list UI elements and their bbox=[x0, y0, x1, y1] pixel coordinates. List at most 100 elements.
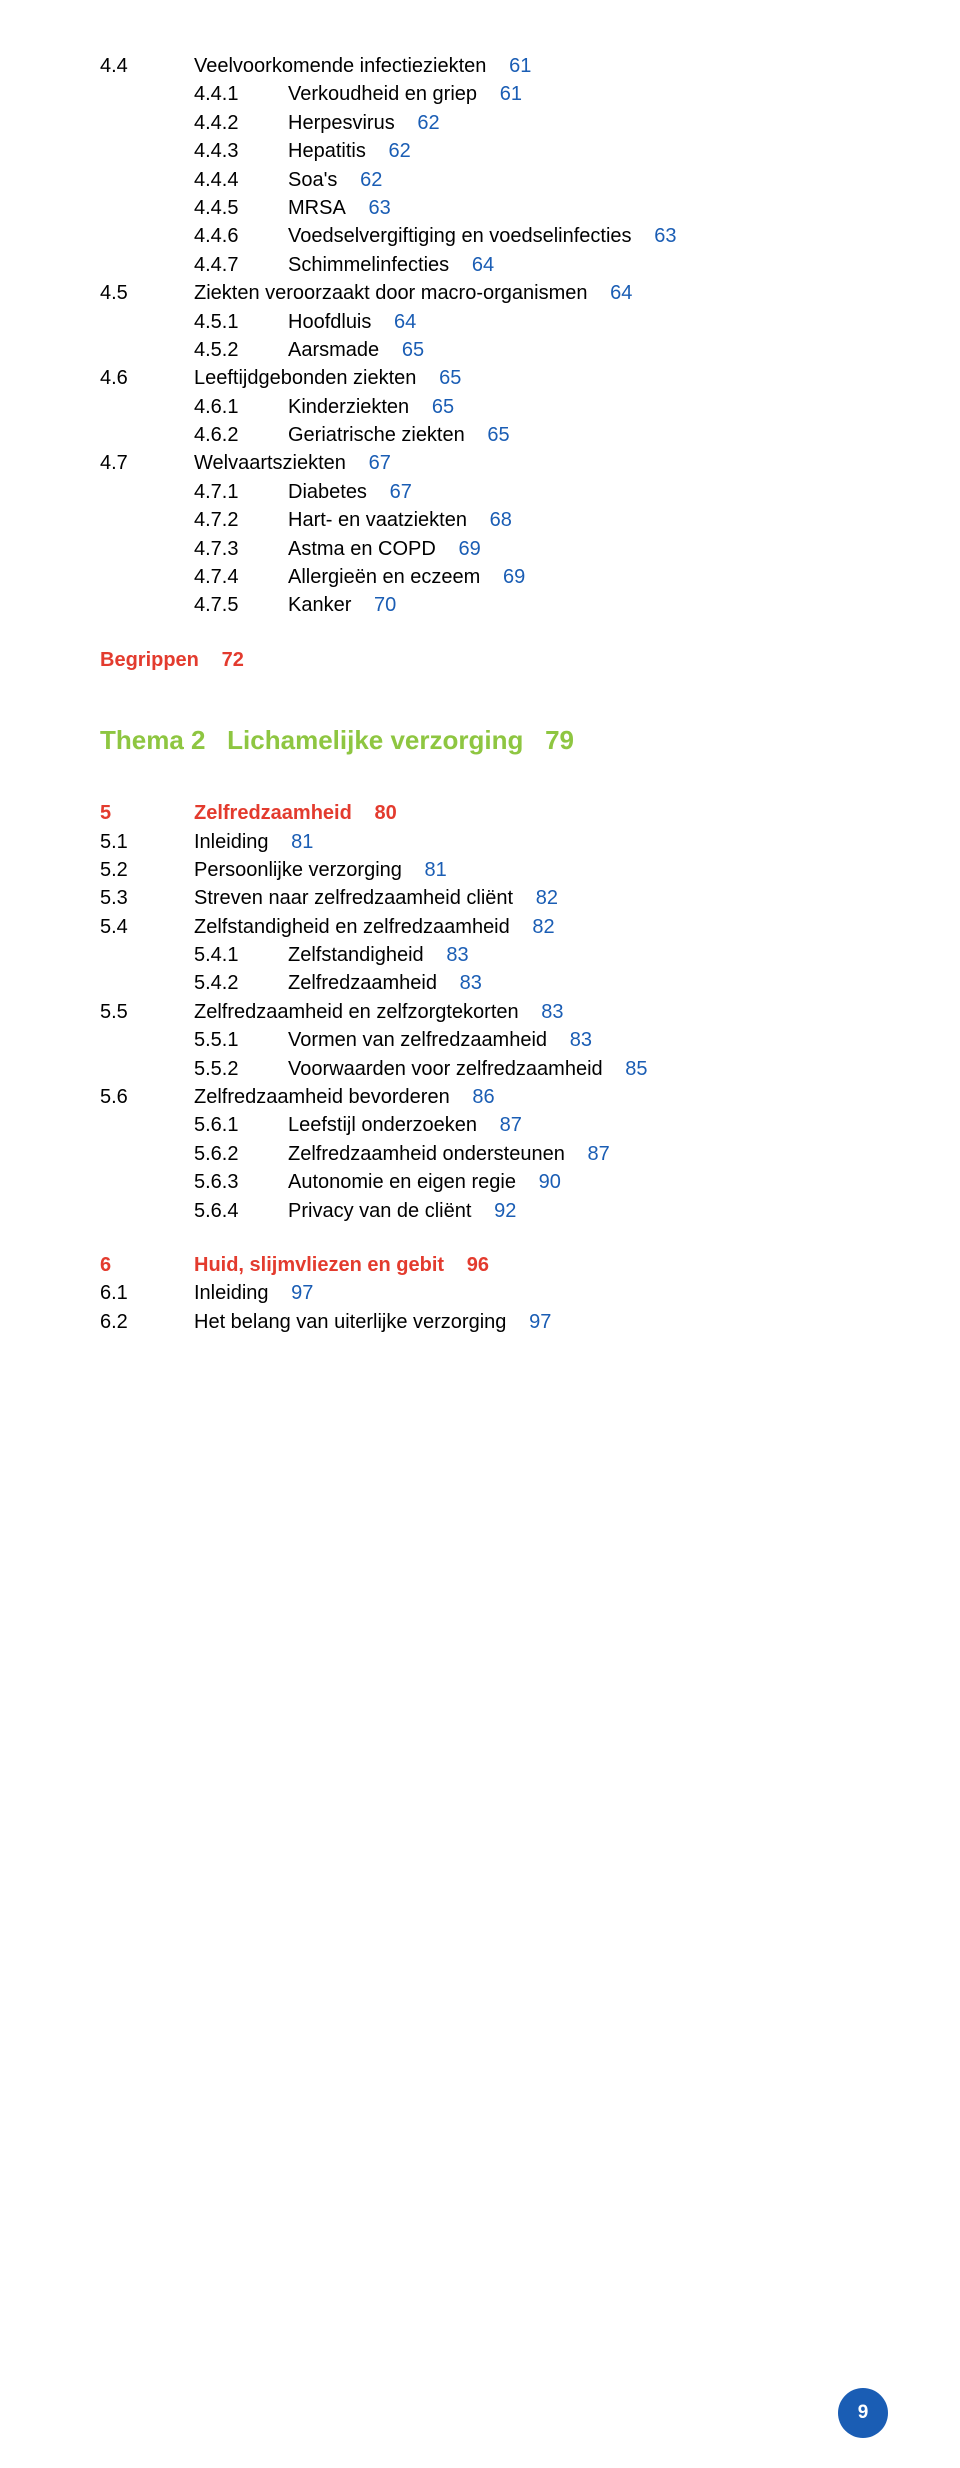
toc-page: 61 bbox=[483, 83, 522, 105]
toc-label: Voedselvergiftiging en voedselinfecties bbox=[288, 225, 632, 247]
toc-num: 5.6.3 bbox=[194, 1171, 238, 1193]
toc-label: Zelfredzaamheid bbox=[288, 972, 437, 994]
toc-label: Kinderziekten bbox=[288, 396, 409, 418]
toc-label: Zelfredzaamheid en zelfzorgtekorten bbox=[194, 1001, 519, 1023]
toc-line: 4.4.4Soa's 62 bbox=[100, 166, 850, 194]
toc-page: 86 bbox=[456, 1086, 495, 1108]
toc-num: 5.2 bbox=[100, 859, 128, 881]
toc-label: Welvaartsziekten bbox=[194, 452, 346, 474]
toc-label: Verkoudheid en griep bbox=[288, 83, 477, 105]
toc-num: 5.5.1 bbox=[194, 1029, 238, 1051]
toc-label: Geriatrische ziekten bbox=[288, 424, 465, 446]
toc-page: 87 bbox=[571, 1143, 610, 1165]
toc-num: 4.7.1 bbox=[194, 481, 238, 503]
toc-section-5: 5 Zelfredzaamheid 80 bbox=[100, 799, 850, 827]
toc-num: 6.2 bbox=[100, 1311, 128, 1333]
toc-page: 68 bbox=[473, 509, 512, 531]
toc-label: Zelfredzaamheid ondersteunen bbox=[288, 1143, 565, 1165]
toc-label: Hart- en vaatziekten bbox=[288, 509, 467, 531]
toc-section-6-num: 6 bbox=[100, 1254, 111, 1276]
toc-line: 4.6.1 Kinderziekten 65 bbox=[100, 393, 850, 421]
toc-label: MRSA bbox=[288, 197, 346, 219]
toc-page: 65 bbox=[415, 396, 454, 418]
toc-num: 6.1 bbox=[100, 1282, 128, 1304]
toc-line: 5.6 Zelfredzaamheid bevorderen 86 bbox=[100, 1083, 850, 1111]
toc-page: 67 bbox=[373, 481, 412, 503]
toc-page: 64 bbox=[455, 254, 494, 276]
toc-begrippen: Begrippen 72 bbox=[100, 646, 850, 674]
toc-label: Soa's bbox=[288, 169, 337, 191]
toc-page: 97 bbox=[275, 1282, 314, 1304]
toc-page: 64 bbox=[594, 282, 633, 304]
toc-line: 4.6.2Geriatrische ziekten 65 bbox=[100, 421, 850, 449]
toc-page: 83 bbox=[525, 1001, 564, 1023]
toc-line: 4.7.5Kanker 70 bbox=[100, 591, 850, 619]
toc-num: 4.4.1 bbox=[194, 83, 238, 105]
toc-label: Aarsmade bbox=[288, 339, 379, 361]
toc-num: 4.4.7 bbox=[194, 254, 238, 276]
toc-page: 81 bbox=[275, 831, 314, 853]
thema-title: Lichamelijke verzorging bbox=[227, 725, 523, 755]
toc-page: 67 bbox=[352, 452, 391, 474]
toc-page: 83 bbox=[430, 944, 469, 966]
toc-section-5-label: Zelfredzaamheid bbox=[194, 802, 352, 824]
toc-line: 4.4.6 Voedselvergiftiging en voedselinfec… bbox=[100, 222, 850, 250]
toc-label: Ziekten veroorzaakt door macro-organisme… bbox=[194, 282, 588, 304]
toc-page: 82 bbox=[519, 887, 558, 909]
toc-num: 5.3 bbox=[100, 887, 128, 909]
toc-line: 4.7.1 Diabetes 67 bbox=[100, 478, 850, 506]
toc-num: 4.6 bbox=[100, 367, 128, 389]
toc-label: Inleiding bbox=[194, 1282, 269, 1304]
toc-label: Schimmelinfecties bbox=[288, 254, 449, 276]
toc-line: 4.4.3Hepatitis 62 bbox=[100, 137, 850, 165]
toc-num: 4.4.6 bbox=[194, 225, 238, 247]
toc-line: 4.7.3Astma en COPD 69 bbox=[100, 535, 850, 563]
toc-num: 5.6.1 bbox=[194, 1114, 238, 1136]
toc-page: 87 bbox=[483, 1114, 522, 1136]
toc-num: 4.7.4 bbox=[194, 566, 238, 588]
toc-page: 81 bbox=[408, 859, 447, 881]
toc-label: Hoofdluis bbox=[288, 311, 371, 333]
toc-page: 83 bbox=[443, 972, 482, 994]
toc-label: Privacy van de cliënt bbox=[288, 1200, 471, 1222]
toc-label: Zelfredzaamheid bevorderen bbox=[194, 1086, 450, 1108]
toc-line: 5.5.2Voorwaarden voor zelfredzaamheid 85 bbox=[100, 1055, 850, 1083]
toc-label: Veelvoorkomende infectieziekten bbox=[194, 55, 486, 77]
toc-line: 5.2 Persoonlijke verzorging 81 bbox=[100, 856, 850, 884]
toc-label: Inleiding bbox=[194, 831, 269, 853]
toc-num: 4.4 bbox=[100, 55, 128, 77]
toc-num: 4.4.5 bbox=[194, 197, 238, 219]
toc-section-5-num: 5 bbox=[100, 802, 111, 824]
toc-page: 83 bbox=[553, 1029, 592, 1051]
toc-label: Persoonlijke verzorging bbox=[194, 859, 402, 881]
toc-num: 4.4.2 bbox=[194, 112, 238, 134]
toc-line: 4.6Leeftijdgebonden ziekten 65 bbox=[100, 364, 850, 392]
toc-page: 62 bbox=[401, 112, 440, 134]
toc-line: 5.6.3Autonomie en eigen regie 90 bbox=[100, 1168, 850, 1196]
toc-num: 4.5.2 bbox=[194, 339, 238, 361]
toc-num: 5.6 bbox=[100, 1086, 128, 1108]
toc-label: Diabetes bbox=[288, 481, 367, 503]
toc-num: 4.6.1 bbox=[194, 396, 238, 418]
toc-line: 4.5.2Aarsmade 65 bbox=[100, 336, 850, 364]
toc-num: 5.1 bbox=[100, 831, 128, 853]
toc-num: 5.4 bbox=[100, 916, 128, 938]
toc-line: 6.1 Inleiding 97 bbox=[100, 1279, 850, 1307]
toc-page: 70 bbox=[357, 594, 396, 616]
toc-line: 6.2Het belang van uiterlijke verzorging … bbox=[100, 1308, 850, 1336]
toc-section-5-page: 80 bbox=[358, 802, 397, 824]
toc-line: 4.7.4 Allergieën en eczeem 69 bbox=[100, 563, 850, 591]
toc-num: 5.4.2 bbox=[194, 972, 238, 994]
toc-page: 69 bbox=[486, 566, 525, 588]
toc-num: 4.4.3 bbox=[194, 140, 238, 162]
toc-page: 63 bbox=[638, 225, 677, 247]
toc-section-6-page: 96 bbox=[450, 1254, 489, 1276]
toc-line: 5.4Zelfstandigheid en zelfredzaamheid 82 bbox=[100, 913, 850, 941]
toc-line: 5.6.1Leefstijl onderzoeken 87 bbox=[100, 1111, 850, 1139]
toc-line: 5.1 Inleiding 81 bbox=[100, 828, 850, 856]
toc-page: 82 bbox=[516, 916, 555, 938]
toc-label: Kanker bbox=[288, 594, 351, 616]
toc-label: Allergieën en eczeem bbox=[288, 566, 480, 588]
toc-line: 4.4.7 Schimmelinfecties 64 bbox=[100, 251, 850, 279]
toc-begrippen-label: Begrippen bbox=[100, 646, 199, 674]
